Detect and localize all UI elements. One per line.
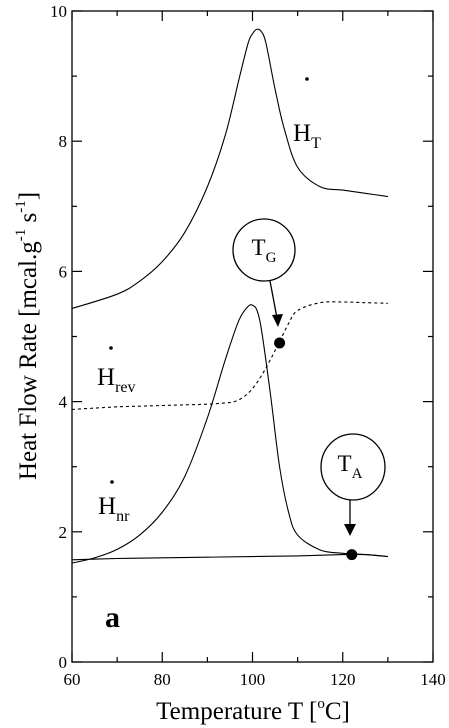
- marker-point-ta: [346, 549, 358, 561]
- y-tick-label: 10: [50, 2, 67, 21]
- y-axis-title: Heat Flow Rate [mcal.g-1 s-1]: [13, 192, 42, 480]
- tg-arrow-line: [269, 280, 278, 319]
- axis-ticks: [71, 10, 434, 663]
- plot-frame: [71, 10, 434, 663]
- y-tick-label: 4: [59, 393, 68, 412]
- series-line-hnr: [71, 304, 388, 564]
- series-label-ht: HT: [293, 77, 321, 152]
- x-tick-label: 120: [330, 670, 356, 689]
- svg-text:TG: TG: [252, 235, 277, 266]
- series-label-hrev: Hrev: [97, 346, 136, 396]
- series-line-baseline: [71, 553, 388, 561]
- y-tick-label: 6: [59, 262, 68, 281]
- ta-arrow-head: [344, 524, 356, 536]
- ta-bubble: [320, 433, 386, 501]
- tg-bubble: [232, 218, 296, 282]
- svg-text:HT: HT: [293, 120, 321, 152]
- svg-text:TA: TA: [338, 451, 363, 482]
- dot-accent-hrev: [109, 346, 113, 350]
- marker-point-tg: [274, 337, 286, 349]
- x-tick-label: 100: [240, 670, 266, 689]
- x-tick-label: 60: [64, 670, 81, 689]
- dot-accent-hnr: [110, 480, 114, 484]
- tick-labels: 60 80 100 120 140 0 2 4 6 8 10: [50, 2, 446, 689]
- y-tick-label: 2: [59, 523, 68, 542]
- ta-callout: TA: [320, 433, 386, 536]
- panel-letter: a: [105, 601, 120, 634]
- x-tick-label: 140: [420, 670, 446, 689]
- marker-points: [274, 337, 358, 561]
- svg-text:Hnr: Hnr: [98, 493, 130, 525]
- series-label-hnr: Hnr: [98, 480, 130, 525]
- tg-callout: TG: [232, 218, 296, 327]
- x-axis-title: Temperature T [oC]: [156, 696, 350, 725]
- tg-arrow-head: [272, 314, 283, 327]
- y-tick-label: 8: [59, 132, 68, 151]
- dot-accent-ht: [305, 77, 309, 81]
- y-tick-label: 0: [59, 653, 68, 672]
- series-curves: [71, 28, 388, 564]
- svg-text:Hrev: Hrev: [97, 364, 136, 396]
- series-line-ht: [71, 28, 388, 310]
- x-tick-label: 80: [154, 670, 171, 689]
